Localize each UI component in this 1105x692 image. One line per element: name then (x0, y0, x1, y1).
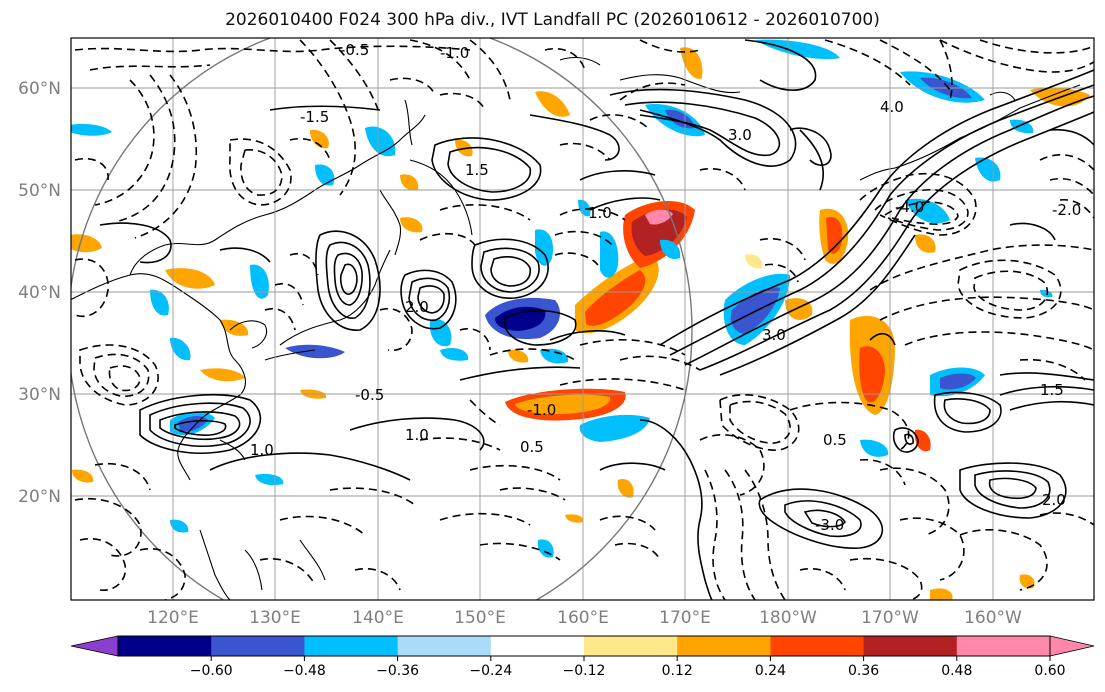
colorbar-tick-label: 0.48 (941, 663, 972, 679)
contour-label: 2.0 (405, 298, 429, 316)
contour-label: -0.5 (355, 386, 384, 404)
colorbar-tick-label: −0.60 (190, 663, 233, 679)
lat-label: 30°N (18, 385, 61, 405)
contour-label: 4.0 (880, 98, 904, 116)
contour-label: 0.5 (823, 431, 847, 449)
colorbar-tick-label: 0.24 (755, 663, 786, 679)
lon-label: 160°E (557, 608, 609, 628)
graticule (71, 38, 1094, 600)
contour-label: -3.0 (815, 516, 844, 534)
colorbar-cell (863, 636, 958, 656)
contour-label: 1.0 (588, 204, 612, 222)
contour-label: -4.0 (895, 198, 924, 216)
colorbar-cells (118, 636, 1051, 656)
lon-label: 160°W (964, 608, 1022, 628)
contour-label: -0.5 (340, 41, 369, 59)
lon-label: 120°E (147, 608, 199, 628)
colorbar-max-extension (1049, 635, 1095, 657)
colorbar-tick-label: −0.24 (469, 663, 512, 679)
colorbar-min-extension (70, 635, 119, 657)
colorbar-cell (211, 636, 305, 656)
lon-axis-labels: 120°E 130°E 140°E 150°E 160°E 170°E 180°… (147, 608, 1022, 628)
lon-label: 140°E (352, 608, 404, 628)
contour-labels: -0.5 -1.0 1.0 1.5 -1.5 2.0 -2.0 3.0 -3.0… (250, 41, 1081, 534)
colorbar-cell (118, 636, 212, 656)
lon-label: 170°W (861, 608, 919, 628)
colorbar-tick-label: 0.12 (662, 663, 693, 679)
colorbar-cell (304, 636, 399, 656)
lat-label: 20°N (18, 487, 61, 507)
divergence-fill-patches (71, 39, 1090, 600)
colorbar-tick-label: 0.60 (1034, 663, 1065, 679)
colorbar-cell (584, 636, 678, 656)
colorbar-ticks: −0.60 −0.48 −0.36 −0.24 −0.12 0.12 0.24 0.36 0.4… (190, 656, 1066, 679)
lon-label: 170°E (659, 608, 711, 628)
dashed-contours (74, 39, 1094, 600)
figure-title: 2026010400 F024 300 hPa div., IVT Landfa… (225, 10, 880, 30)
contour-label: 1.0 (405, 426, 429, 444)
contour-label: 1.0 (250, 441, 274, 459)
contour-label: 2.0 (1042, 491, 1066, 509)
lat-label: 60°N (18, 79, 61, 99)
coastlines (71, 56, 1081, 600)
lon-label: 130°E (249, 608, 301, 628)
lon-label: 180°W (759, 608, 817, 628)
contour-label: -1.0 (440, 44, 469, 62)
lat-label: 40°N (18, 283, 61, 303)
colorbar-tick-label: 0.36 (848, 663, 879, 679)
contour-label: 1.5 (465, 161, 489, 179)
colorbar-cell (770, 636, 865, 656)
lat-label: 50°N (18, 181, 61, 201)
contour-label: 3.0 (728, 126, 752, 144)
lon-label: 150°E (454, 608, 506, 628)
colorbar-tick-label: −0.48 (283, 663, 326, 679)
map-frame (70, 37, 1095, 601)
colorbar: −0.60 −0.48 −0.36 −0.24 −0.12 0.12 0.24 0.36 0.4… (70, 635, 1095, 679)
contour-label: -2.0 (1052, 201, 1081, 219)
colorbar-cell (490, 636, 585, 656)
lat-axis-labels: 60°N 50°N 40°N 30°N 20°N (18, 79, 61, 507)
colorbar-tick-label: −0.36 (376, 663, 419, 679)
contour-label: 0.5 (520, 438, 544, 456)
colorbar-cell (956, 636, 1051, 656)
colorbar-cell (397, 636, 492, 656)
contour-label: -1.0 (527, 401, 556, 419)
contour-label: 3.0 (762, 326, 786, 344)
contour-label: -1.5 (300, 108, 329, 126)
radius-circle (71, 38, 693, 600)
colorbar-cell (677, 636, 771, 656)
contour-label: 1.5 (1040, 381, 1064, 399)
colorbar-tick-label: −0.12 (563, 663, 606, 679)
